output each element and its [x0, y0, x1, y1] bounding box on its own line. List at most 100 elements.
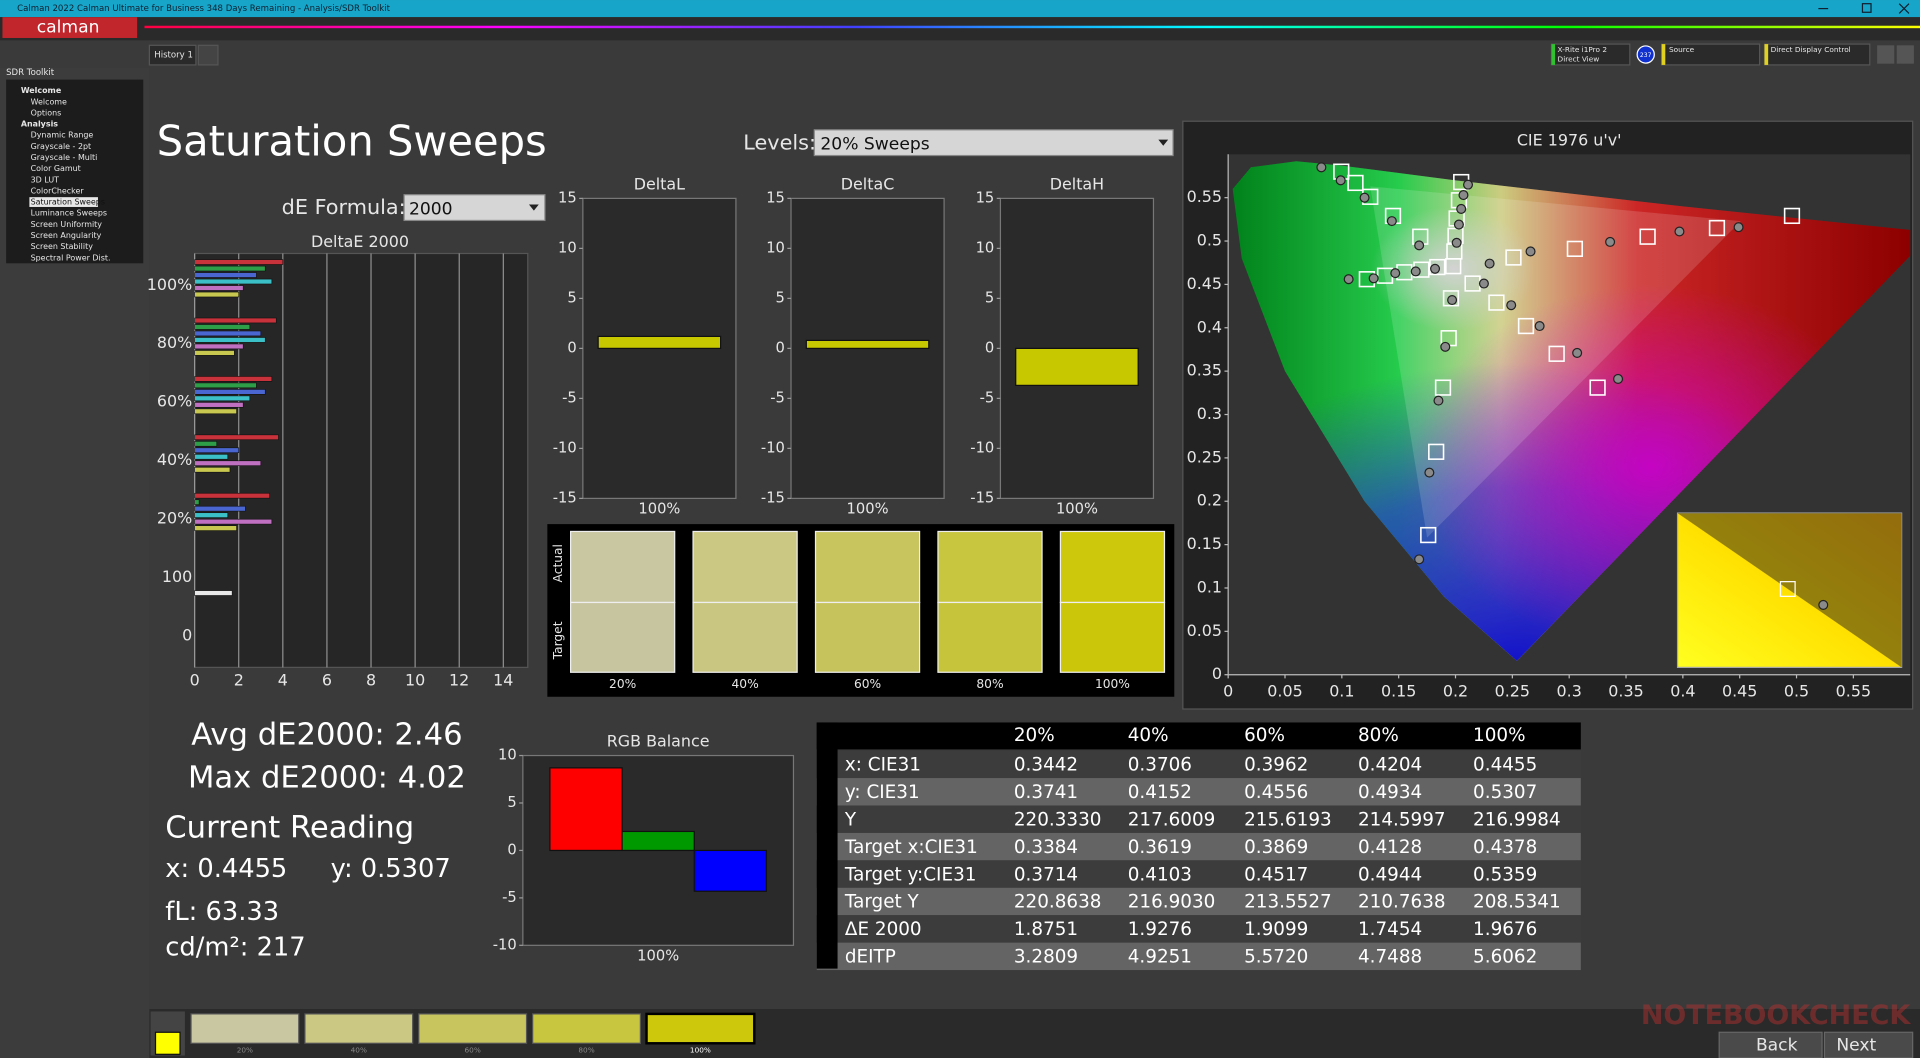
gamut-triangle	[1370, 186, 1741, 538]
x-tick-label: 0.55	[1836, 681, 1871, 700]
sidebar-item[interactable]: Grayscale - 2pt	[31, 142, 92, 151]
gear-button[interactable]	[1896, 45, 1914, 64]
back-button[interactable]	[1718, 1031, 1823, 1058]
bar	[194, 505, 246, 512]
sidebar-header[interactable]: Analysis	[21, 120, 58, 129]
x-tick-label: 0	[1223, 681, 1233, 700]
x-tick-label: 0.5	[1784, 681, 1809, 700]
sidebar-item[interactable]: Color Gamut	[31, 164, 81, 173]
table-cell: 210.7638	[1358, 892, 1446, 913]
y-tick-label: -15	[761, 489, 785, 506]
swatch-label: 20%	[609, 677, 636, 691]
add-tab[interactable]	[197, 44, 219, 66]
actual-swatch	[692, 530, 798, 604]
sidebar-item[interactable]: Spectral Power Dist.	[31, 253, 111, 262]
formula-dropdown[interactable]	[403, 194, 546, 222]
bar	[194, 395, 251, 402]
x-tick-label: 0.3	[1557, 681, 1582, 700]
thumbnail[interactable]	[645, 1012, 756, 1045]
sidebar-item[interactable]: Saturation Sweeps	[31, 198, 105, 207]
levels-label: Levels:	[743, 130, 816, 154]
sidebar-item[interactable]: 3D LUT	[31, 175, 60, 184]
thumbnail[interactable]	[418, 1013, 528, 1044]
bar	[194, 291, 240, 298]
column-header: 40%	[1128, 725, 1169, 746]
sidebar-item[interactable]: ColorChecker	[31, 186, 85, 195]
y-tick-label: 0.1	[1197, 577, 1222, 596]
sidebar-item[interactable]: Options	[31, 108, 62, 117]
table-cell: 1.8751	[1014, 919, 1078, 940]
thumbnail[interactable]	[532, 1013, 642, 1044]
x-tick-label: 10	[405, 670, 425, 689]
y-tick-label: 0.5	[1197, 231, 1222, 250]
window-title: Calman 2022 Calman Ultimate for Business…	[17, 4, 390, 14]
row-label: Target y:CIE31	[844, 864, 977, 885]
y-tick-label: 10	[976, 239, 995, 256]
sidebar-header[interactable]: Welcome	[21, 86, 61, 95]
chart-title: RGB Balance	[607, 732, 710, 751]
table-cell: 0.3706	[1128, 755, 1192, 776]
bar	[194, 492, 270, 499]
current-color	[154, 1031, 181, 1055]
y-tick-label: 0.05	[1187, 621, 1222, 640]
inset-shade	[1677, 513, 1902, 668]
sidebar-item[interactable]: Screen Uniformity	[31, 220, 103, 229]
levels-dropdown[interactable]	[813, 129, 1174, 157]
formula-label: dE Formula:	[282, 195, 406, 219]
sidebar-item[interactable]: Welcome	[31, 97, 67, 106]
bar	[1015, 347, 1139, 387]
table-row-bg	[816, 942, 1581, 971]
thumbnail-label: 40%	[351, 1046, 367, 1055]
tab[interactable]	[148, 44, 197, 66]
sidebar-item[interactable]: Dynamic Range	[31, 131, 94, 140]
next-button[interactable]	[1823, 1031, 1914, 1058]
logo-box[interactable]	[2, 17, 138, 38]
target-swatch	[1059, 601, 1166, 673]
meter-mode: Direct View	[1558, 54, 1600, 63]
y-tick-label: 10	[498, 747, 517, 764]
thumbnail[interactable]	[304, 1013, 414, 1044]
y-tick-label: 0	[776, 339, 785, 356]
y-tick-label: 0.4	[1197, 317, 1222, 336]
target-point	[1420, 526, 1437, 544]
measured-point	[1613, 373, 1624, 384]
sidebar-item[interactable]: Screen Stability	[31, 242, 94, 251]
back-label: Back	[1756, 1036, 1798, 1056]
table-cell: 0.3442	[1014, 755, 1078, 776]
table-cell: 0.4455	[1473, 755, 1537, 776]
thumbnail[interactable]	[190, 1013, 300, 1044]
sidebar-item[interactable]: Grayscale - Multi	[31, 153, 98, 162]
target-point	[1548, 345, 1565, 362]
y-tick-label: -5	[502, 889, 517, 906]
inset-measured	[1818, 599, 1829, 610]
swatches: 20% 40% 60% 80% 100%	[570, 530, 1166, 691]
bar	[194, 525, 237, 531]
target-point	[1347, 174, 1364, 192]
window-controls[interactable]	[1818, 3, 1910, 14]
y-tick-label: 0	[507, 841, 516, 858]
target-point	[1428, 443, 1445, 460]
table-cell: 216.9984	[1473, 809, 1561, 830]
bar	[194, 499, 200, 505]
x-tick-label: 6	[322, 670, 332, 689]
column-header: 100%	[1473, 725, 1526, 746]
sidebar-item[interactable]: Screen Angularity	[31, 231, 102, 240]
target-swatch	[692, 601, 798, 673]
bar	[194, 376, 273, 382]
column-header: 20%	[1014, 725, 1055, 746]
sidebar-item[interactable]: Luminance Sweeps	[31, 209, 107, 218]
measured-point	[1572, 347, 1583, 358]
reading-x: x: 0.4455	[165, 854, 287, 884]
source-label: Source	[1669, 45, 1695, 54]
table-cell: 213.5527	[1244, 892, 1332, 913]
x-tick-label: 100%	[847, 500, 889, 517]
y-tick-label: -5	[770, 389, 785, 406]
table-row-bg	[816, 915, 1581, 943]
bar	[194, 265, 266, 272]
inset-target	[1779, 581, 1796, 597]
settings-button[interactable]	[1877, 45, 1895, 64]
bar	[194, 590, 233, 596]
measured-point	[1506, 300, 1517, 311]
measured-point	[1478, 278, 1489, 289]
bar	[805, 339, 930, 350]
